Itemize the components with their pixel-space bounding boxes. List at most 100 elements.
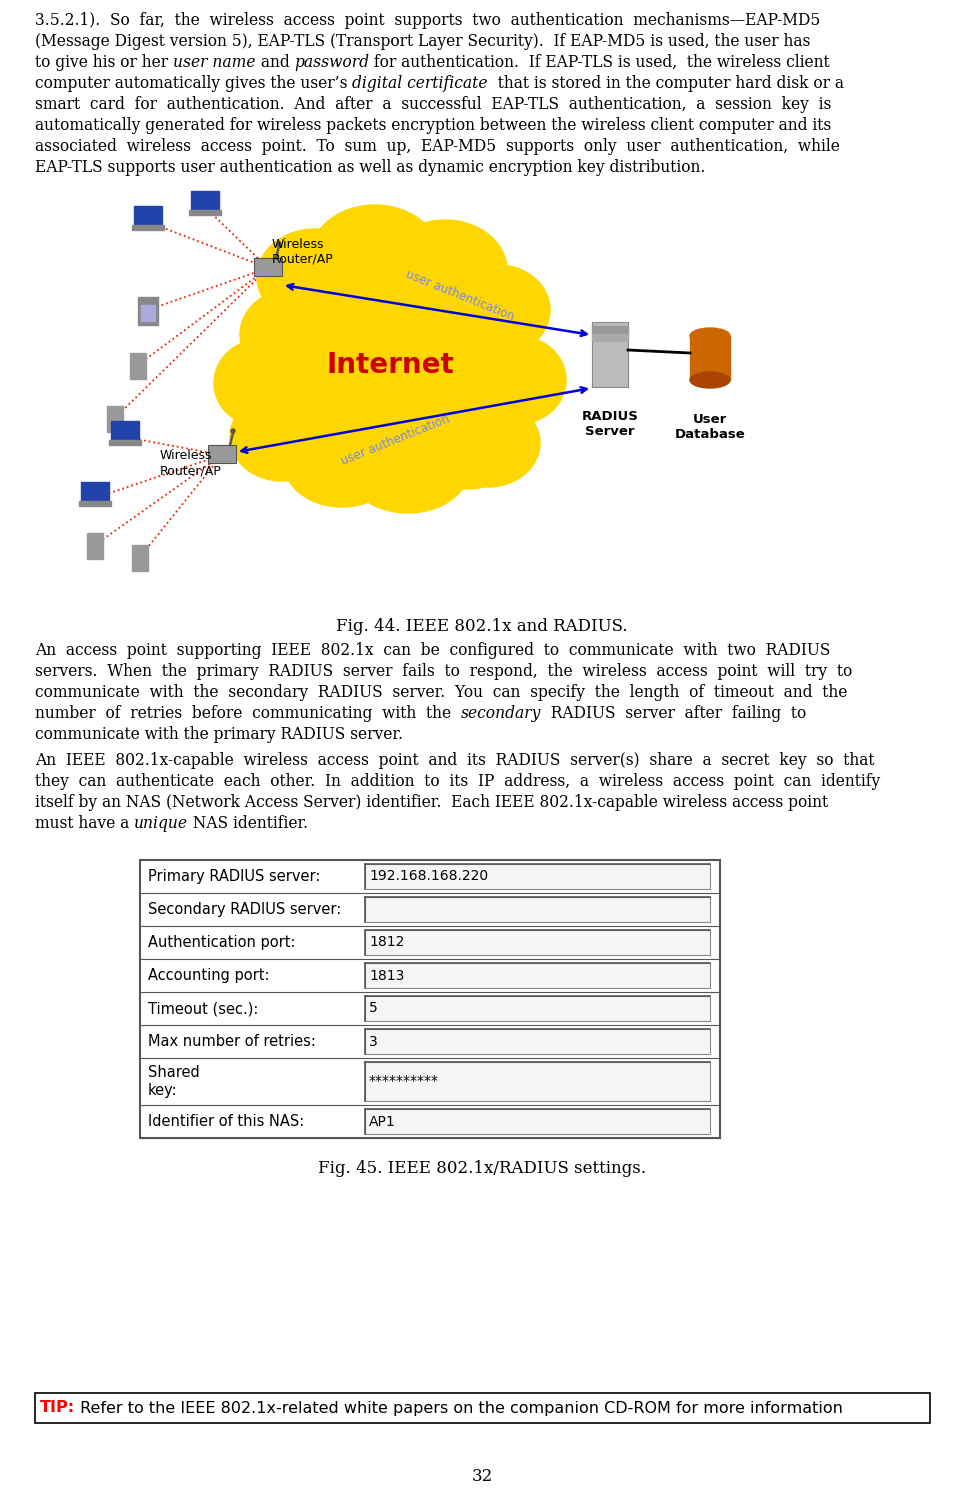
Bar <box>365 864 710 888</box>
Text: Shared
key:: Shared key: <box>148 1065 200 1098</box>
Ellipse shape <box>245 261 535 470</box>
Ellipse shape <box>690 328 730 345</box>
Bar <box>35 1393 930 1423</box>
Text: TIP:: TIP: <box>40 1401 75 1416</box>
Text: unique: unique <box>134 815 188 831</box>
Bar <box>132 225 164 231</box>
Bar <box>365 1029 710 1055</box>
Text: Wireless
Router/AP: Wireless Router/AP <box>272 238 334 267</box>
Ellipse shape <box>470 336 566 424</box>
Ellipse shape <box>310 205 440 309</box>
Text: user authentication: user authentication <box>403 267 516 322</box>
Bar <box>365 1062 710 1101</box>
Bar <box>134 207 162 226</box>
Text: secondary: secondary <box>461 706 541 722</box>
Text: An  access  point  supporting  IEEE  802.1x  can  be  configured  to  communicat: An access point supporting IEEE 802.1x c… <box>35 643 830 659</box>
Text: 3: 3 <box>369 1035 377 1049</box>
Ellipse shape <box>436 398 540 487</box>
Bar <box>592 334 628 342</box>
Bar <box>81 482 109 502</box>
Text: computer automatically gives the user’s: computer automatically gives the user’s <box>35 75 352 91</box>
Bar <box>79 500 111 506</box>
Text: to give his or her: to give his or her <box>35 54 173 70</box>
Bar <box>140 860 720 1138</box>
Ellipse shape <box>230 392 334 481</box>
Ellipse shape <box>257 229 373 325</box>
Ellipse shape <box>284 419 400 506</box>
Text: Authentication port:: Authentication port: <box>148 935 295 950</box>
Text: user authentication: user authentication <box>339 412 452 467</box>
Bar <box>208 445 236 463</box>
Text: and: and <box>256 54 294 70</box>
Text: RADIUS
Server: RADIUS Server <box>582 410 639 437</box>
Text: servers.  When  the  primary  RADIUS  server  fails  to  respond,  the  wireless: servers. When the primary RADIUS server … <box>35 664 852 680</box>
Text: that is stored in the computer hard disk or a: that is stored in the computer hard disk… <box>488 75 843 91</box>
Text: Primary RADIUS server:: Primary RADIUS server: <box>148 869 320 884</box>
Text: AP1: AP1 <box>369 1115 396 1128</box>
Polygon shape <box>690 336 730 380</box>
Ellipse shape <box>346 421 470 512</box>
Bar <box>130 354 146 379</box>
Ellipse shape <box>416 404 520 488</box>
Bar <box>365 963 710 989</box>
Text: User
Database: User Database <box>675 413 745 440</box>
Text: 1813: 1813 <box>369 969 404 983</box>
Text: Fig. 45. IEEE 802.1x/RADIUS settings.: Fig. 45. IEEE 802.1x/RADIUS settings. <box>318 1159 646 1177</box>
Text: for authentication.  If EAP-TLS is used,  the wireless client: for authentication. If EAP-TLS is used, … <box>370 54 830 70</box>
Text: EAP-TLS supports user authentication as well as dynamic encryption key distribut: EAP-TLS supports user authentication as … <box>35 159 705 175</box>
Text: automatically generated for wireless packets encryption between the wireless cli: automatically generated for wireless pac… <box>35 117 831 133</box>
Text: they  can  authenticate  each  other.  In  addition  to  its  IP  address,  a  w: they can authenticate each other. In add… <box>35 773 880 789</box>
Text: Secondary RADIUS server:: Secondary RADIUS server: <box>148 902 342 917</box>
Ellipse shape <box>446 265 550 355</box>
Ellipse shape <box>214 339 310 427</box>
Bar <box>87 533 103 559</box>
Bar <box>191 192 219 211</box>
Bar <box>365 996 710 1022</box>
Bar <box>109 440 141 445</box>
Bar <box>254 258 282 276</box>
Bar <box>132 545 148 571</box>
Text: (Message Digest version 5), EAP-TLS (Transport Layer Security).  If EAP-MD5 is u: (Message Digest version 5), EAP-TLS (Tra… <box>35 33 811 49</box>
Text: Wireless
Router/AP: Wireless Router/AP <box>160 449 222 476</box>
Bar <box>365 897 710 921</box>
Bar <box>365 1109 710 1134</box>
Text: **********: ********** <box>369 1074 439 1089</box>
Bar <box>365 930 710 956</box>
Text: 32: 32 <box>471 1468 492 1485</box>
Text: Identifier of this NAS:: Identifier of this NAS: <box>148 1115 304 1129</box>
Text: 192.168.168.220: 192.168.168.220 <box>369 869 488 884</box>
Text: NAS identifier.: NAS identifier. <box>188 815 308 831</box>
Bar <box>141 306 155 321</box>
Bar <box>107 406 123 431</box>
Text: 5: 5 <box>369 1002 377 1016</box>
Text: password: password <box>294 54 370 70</box>
Text: user name: user name <box>173 54 256 70</box>
Text: Internet: Internet <box>326 351 454 379</box>
Text: Accounting port:: Accounting port: <box>148 968 269 983</box>
Text: itself by an NAS (Network Access Server) identifier.  Each IEEE 802.1x-capable w: itself by an NAS (Network Access Server)… <box>35 794 828 810</box>
Text: Fig. 44. IEEE 802.1x and RADIUS.: Fig. 44. IEEE 802.1x and RADIUS. <box>336 619 628 635</box>
Text: number  of  retries  before  communicating  with  the: number of retries before communicating w… <box>35 706 461 722</box>
Text: RADIUS  server  after  failing  to: RADIUS server after failing to <box>541 706 807 722</box>
Ellipse shape <box>277 243 281 246</box>
Text: Timeout (sec.):: Timeout (sec.): <box>148 1001 259 1016</box>
Text: must have a: must have a <box>35 815 134 831</box>
Text: Max number of retries:: Max number of retries: <box>148 1034 316 1049</box>
Text: communicate with the primary RADIUS server.: communicate with the primary RADIUS serv… <box>35 727 403 743</box>
Ellipse shape <box>383 220 507 321</box>
Bar <box>592 327 628 333</box>
Bar <box>189 210 221 216</box>
Bar <box>138 297 158 325</box>
Ellipse shape <box>240 289 344 380</box>
Text: An  IEEE  802.1x-capable  wireless  access  point  and  its  RADIUS  server(s)  : An IEEE 802.1x-capable wireless access p… <box>35 752 874 768</box>
Text: Refer to the IEEE 802.1x-related white papers on the companion CD-ROM for more i: Refer to the IEEE 802.1x-related white p… <box>75 1401 843 1416</box>
Ellipse shape <box>231 428 235 433</box>
Text: digital certificate: digital certificate <box>352 75 488 91</box>
Ellipse shape <box>690 372 730 388</box>
Text: communicate  with  the  secondary  RADIUS  server.  You  can  specify  the  leng: communicate with the secondary RADIUS se… <box>35 685 847 701</box>
Bar <box>592 322 628 386</box>
Bar <box>111 421 139 440</box>
Text: 1812: 1812 <box>369 935 404 950</box>
Text: associated  wireless  access  point.  To  sum  up,  EAP-MD5  supports  only  use: associated wireless access point. To sum… <box>35 138 840 154</box>
Text: smart  card  for  authentication.  And  after  a  successful  EAP-TLS  authentic: smart card for authentication. And after… <box>35 96 832 112</box>
